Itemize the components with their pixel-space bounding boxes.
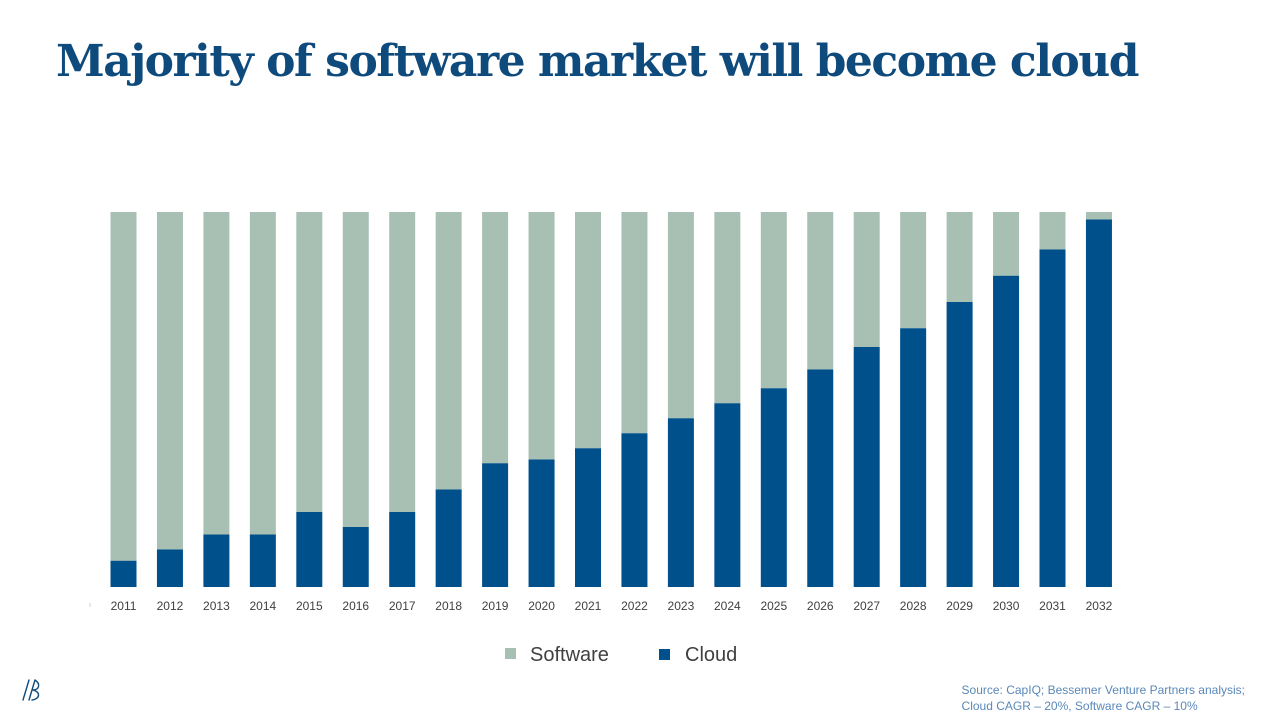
x-tick-label-2017: 2017 [389, 599, 416, 613]
x-axis-ticks: 2011 2012 2013 2014 2015 2016 2017 2018 2019 2020… [89, 599, 1113, 613]
x-tick-label-2016: 2016 [342, 599, 369, 613]
bar-cloud-2032 [1085, 219, 1112, 587]
bar-software-2018 [435, 212, 462, 490]
bar-software-2030 [993, 212, 1020, 276]
bar-software-2011 [110, 212, 137, 561]
bar-software-2023 [667, 212, 694, 419]
x-tick-label-2028: 2028 [900, 599, 927, 613]
bar-software-2031 [1039, 212, 1066, 250]
bar-cloud-2031 [1039, 249, 1066, 587]
x-tick-label-2012: 2012 [157, 599, 184, 613]
bar-cloud-2019 [482, 463, 509, 587]
x-tick-label-2018: 2018 [435, 599, 462, 613]
slide-title: Majority of software market will become … [56, 36, 1140, 87]
x-tick-label-2026: 2026 [807, 599, 834, 613]
stacked-bar-chart: 2011 2012 2013 2014 2015 2016 2017 2018 2019 2020… [89, 212, 1113, 666]
bar-software-2028 [900, 212, 927, 329]
bar-cloud-2028 [900, 328, 927, 587]
bar-cloud-2022 [621, 433, 648, 587]
bar-software-2017 [389, 212, 416, 512]
legend-label-software: Software [530, 644, 609, 666]
bar-software-2014 [249, 212, 276, 535]
bar-cloud-2011 [110, 560, 137, 587]
bar-cloud-2015 [296, 512, 323, 587]
bar-cloud-2014 [249, 534, 276, 587]
bars-group [110, 212, 1112, 587]
bar-software-2012 [156, 212, 183, 550]
x-tick-label-2015: 2015 [296, 599, 323, 613]
x-tick-label-2021: 2021 [575, 599, 602, 613]
bar-software-2019 [482, 212, 509, 464]
source-line-1: Source: CapIQ; Bessemer Venture Partners… [961, 683, 1245, 697]
x-tick-label-2011: 2011 [111, 599, 137, 613]
x-tick-label-2031: 2031 [1039, 599, 1066, 613]
x-tick-label-2023: 2023 [668, 599, 695, 613]
bar-software-2026 [807, 212, 834, 370]
bar-software-2020 [528, 212, 555, 460]
bar-cloud-2021 [575, 448, 601, 587]
bar-software-2013 [203, 212, 230, 535]
bar-cloud-2029 [946, 302, 973, 587]
bar-cloud-2024 [714, 403, 741, 587]
legend-swatch-software [505, 648, 516, 659]
bar-software-2021 [575, 212, 601, 449]
bar-cloud-2018 [435, 489, 462, 587]
x-tick-label-2014: 2014 [249, 599, 276, 613]
bar-cloud-2017 [389, 512, 416, 587]
x-tick-label-2032: 2032 [1086, 599, 1113, 613]
bar-software-2025 [760, 212, 787, 389]
legend-label-cloud: Cloud [685, 644, 737, 666]
x-tick-label-2020: 2020 [528, 599, 555, 613]
x-tick-label-2030: 2030 [993, 599, 1020, 613]
bar-cloud-2012 [156, 549, 183, 587]
bar-software-2016 [342, 212, 369, 527]
x-tick-label-2022: 2022 [621, 599, 648, 613]
chart-legend: Software Cloud [505, 644, 737, 666]
bessemer-logo-icon [22, 679, 40, 701]
bar-cloud-2025 [760, 388, 787, 587]
x-tick-label-2027: 2027 [853, 599, 880, 613]
bar-software-2032 [1085, 212, 1112, 220]
bar-cloud-2016 [342, 527, 369, 587]
bar-cloud-2026 [807, 369, 834, 587]
bar-cloud-2013 [203, 534, 230, 587]
bar-cloud-2030 [993, 275, 1020, 587]
source-note: Source: CapIQ; Bessemer Venture Partners… [962, 682, 1245, 714]
x-tick-label-2024: 2024 [714, 599, 741, 613]
bar-cloud-2020 [528, 459, 555, 587]
x-tick-label-2019: 2019 [482, 599, 509, 613]
x-tick-label-2013: 2013 [203, 599, 230, 613]
x-tick-label-2025: 2025 [760, 599, 787, 613]
legend-swatch-cloud [659, 649, 670, 660]
bar-software-2029 [946, 212, 973, 302]
bar-cloud-2027 [853, 347, 880, 587]
bar-cloud-2023 [667, 418, 694, 587]
bar-software-2027 [853, 212, 880, 347]
bar-software-2015 [296, 212, 323, 512]
bar-software-2024 [714, 212, 741, 404]
source-line-2: Cloud CAGR – 20%, Software CAGR – 10% [961, 699, 1198, 713]
bar-software-2022 [621, 212, 648, 434]
x-tick-label-2029: 2029 [946, 599, 973, 613]
